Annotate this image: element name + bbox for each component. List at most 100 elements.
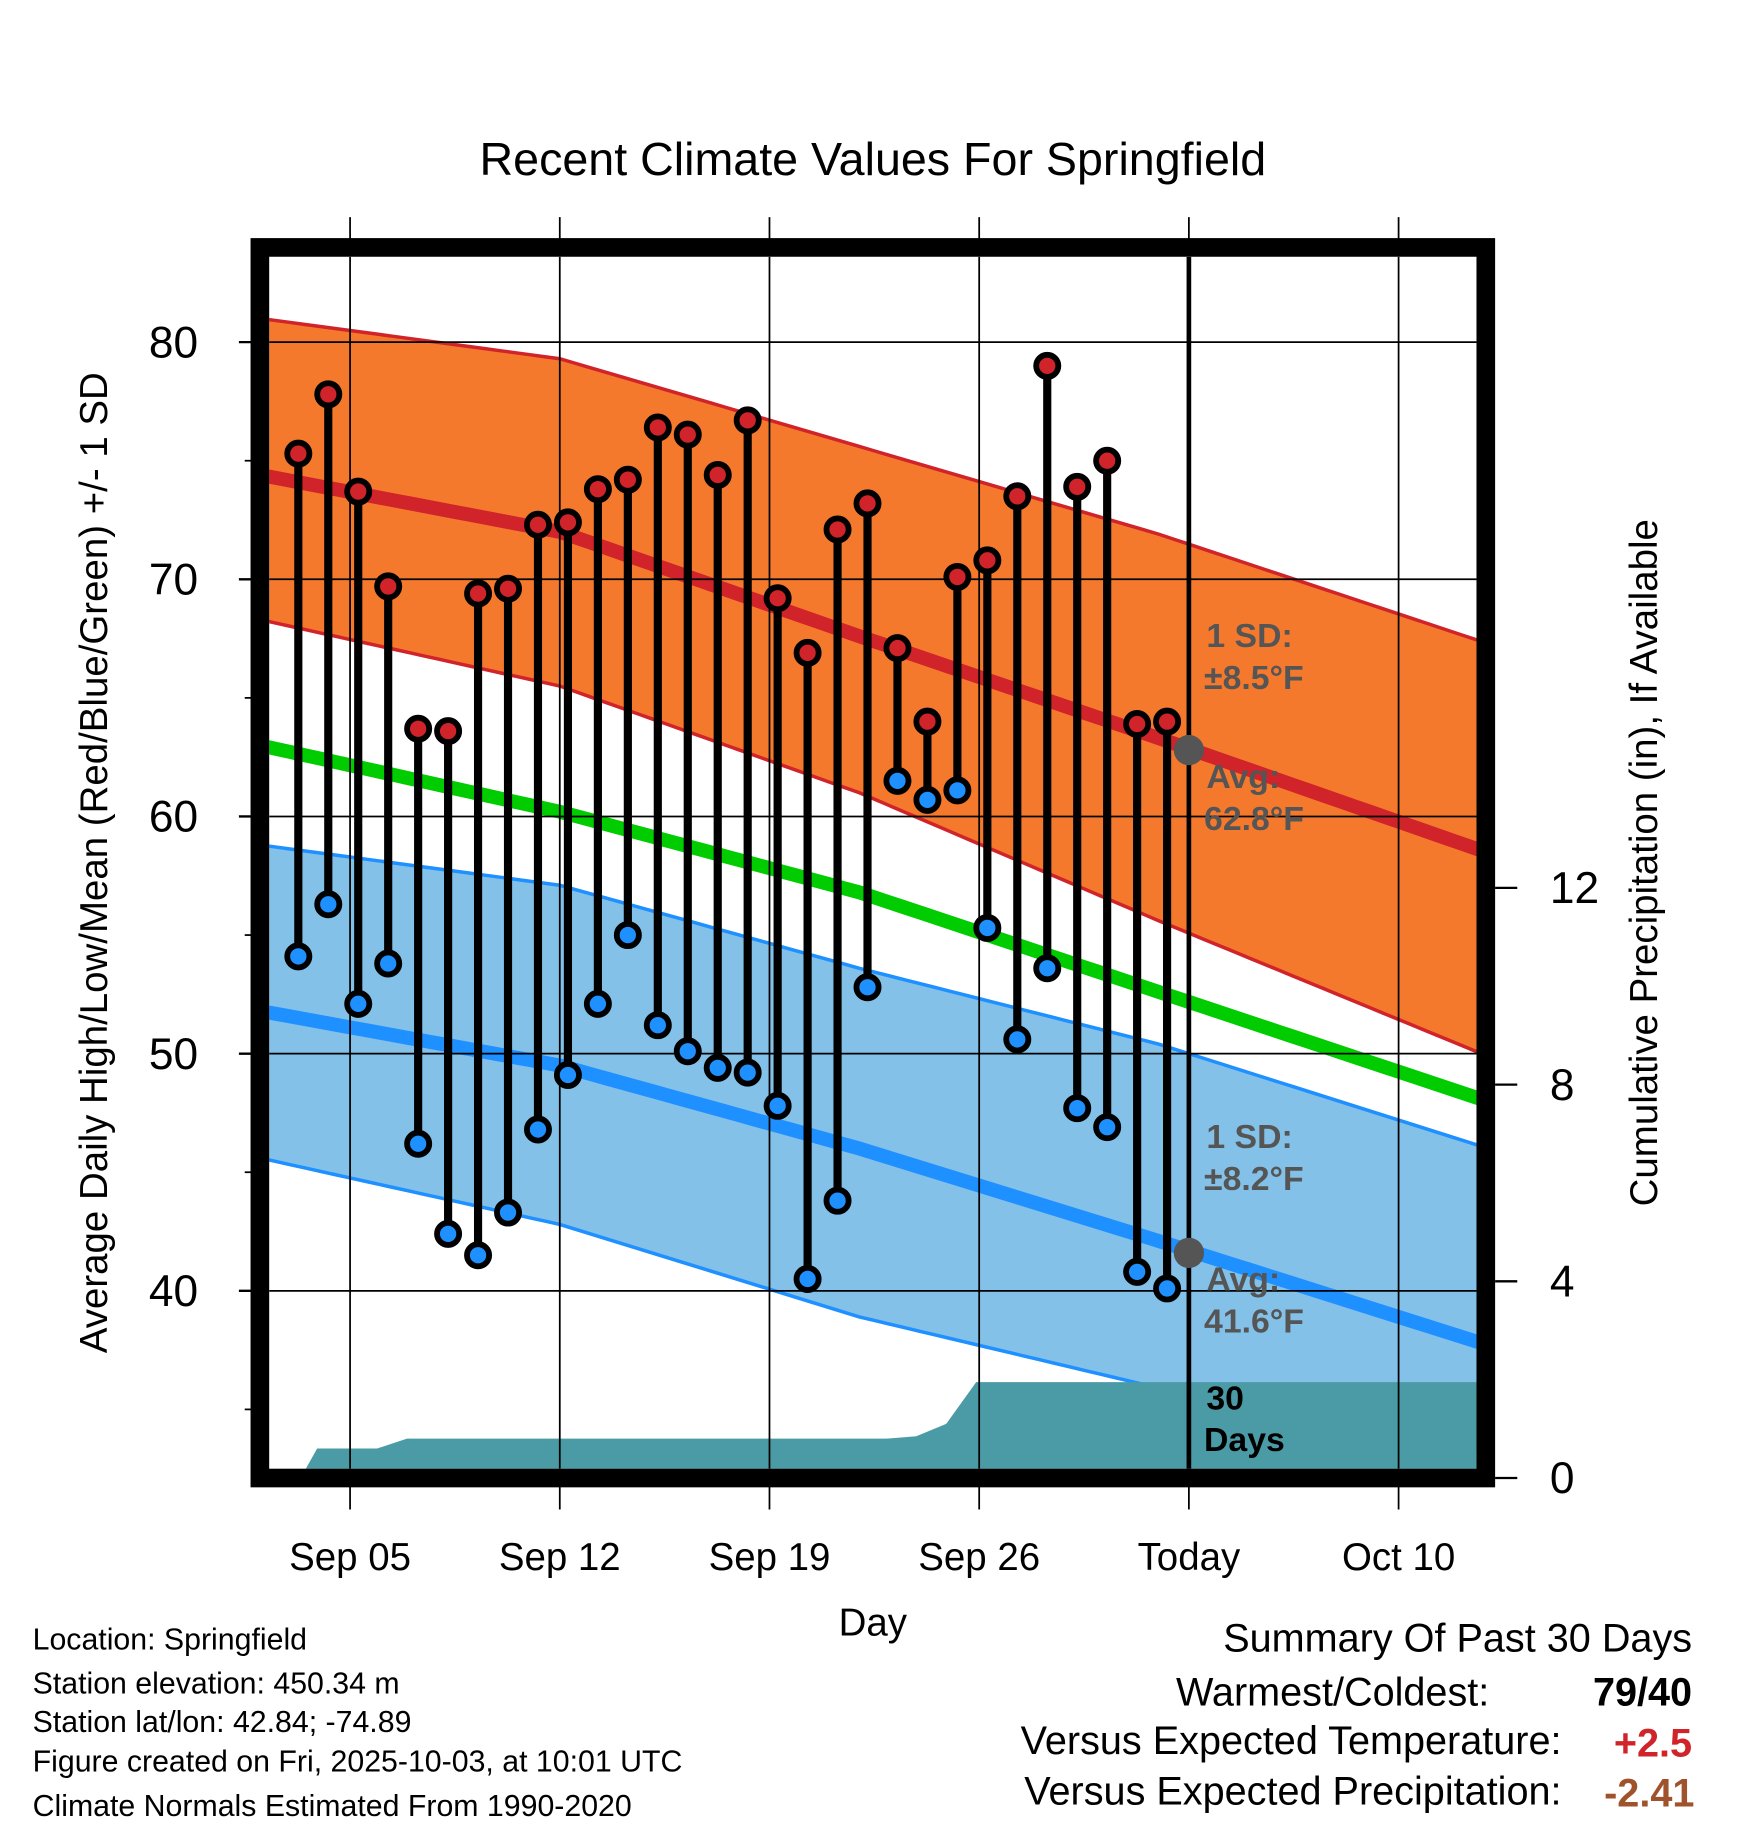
low-point [434, 1219, 463, 1248]
summary-temp-value: +2.5 [1614, 1722, 1692, 1766]
high-point [943, 562, 972, 591]
high-point [823, 515, 852, 544]
y-tick-label: 70 [149, 555, 198, 604]
high-point [523, 510, 552, 539]
today-low-avg-marker [1173, 1237, 1205, 1269]
high-point [314, 380, 343, 409]
low-point [793, 1264, 822, 1293]
info-created: Figure created on Fri, 2025-10-03, at 10… [33, 1746, 683, 1779]
low-point [284, 942, 313, 971]
low-point [913, 785, 942, 814]
high-sd-band [269, 319, 1477, 1052]
y2-axis-label: Cumulative Precipitation (in), If Availa… [1623, 519, 1666, 1206]
high-avg-annotation-line1: Avg: [1206, 758, 1280, 796]
precip-days-annotation-line2: Days [1204, 1421, 1285, 1459]
low-point [553, 1061, 582, 1089]
high-point [1063, 472, 1092, 501]
low-point [404, 1129, 433, 1158]
low-point [1063, 1094, 1092, 1123]
low-point [1123, 1257, 1152, 1286]
plot-frame [250, 238, 1496, 1488]
high-point [404, 714, 433, 743]
low-point [733, 1058, 762, 1087]
info-elevation: Station elevation: 450.34 m [33, 1668, 400, 1701]
summary-temp-label: Versus Expected Temperature: [1021, 1719, 1562, 1763]
high-point [284, 439, 313, 468]
high-point [883, 634, 912, 663]
info-normals: Climate Normals Estimated From 1990-2020 [33, 1790, 632, 1823]
high-point [464, 579, 493, 608]
low-point [464, 1241, 493, 1270]
x-axis-label: Day [839, 1601, 908, 1644]
low-point [763, 1091, 792, 1120]
low-point [943, 776, 972, 805]
high-point [344, 477, 373, 506]
y-axis-label: Average Daily High/Low/Mean (Red/Blue/Gr… [73, 372, 116, 1353]
summary-warmest-label: Warmest/Coldest: [1176, 1670, 1489, 1714]
low-sd-annotation-line2: ±8.2°F [1204, 1160, 1304, 1198]
high-point [763, 584, 792, 613]
y2-tick-label: 4 [1550, 1257, 1575, 1306]
low-point [1033, 954, 1062, 983]
plot-area [269, 256, 1477, 1469]
low-point [583, 989, 612, 1018]
low-point [673, 1037, 702, 1066]
high-avg-annotation-line2: 62.8°F [1204, 800, 1304, 838]
low-avg-annotation-line2: 41.6°F [1204, 1302, 1304, 1340]
y2-tick-label: 12 [1550, 864, 1599, 913]
low-point [643, 1011, 672, 1040]
high-point [613, 465, 642, 494]
high-point [673, 420, 702, 449]
high-point [1123, 709, 1152, 738]
y-tick-label: 80 [149, 318, 198, 367]
low-point [1093, 1113, 1122, 1142]
info-latlon: Station lat/lon: 42.84; -74.89 [33, 1706, 412, 1739]
high-sd-band-lower-edge [269, 619, 1477, 1054]
summary-precip-value: -2.41 [1604, 1772, 1694, 1816]
y-tick-label: 60 [149, 793, 198, 842]
high-point [583, 475, 612, 504]
high-point [973, 546, 1002, 575]
low-sd-annotation-line1: 1 SD: [1206, 1118, 1292, 1156]
low-point [613, 921, 642, 950]
low-point [374, 949, 403, 978]
high-point [434, 717, 463, 746]
x-tick-label: Oct 10 [1342, 1536, 1455, 1579]
high-point [1093, 446, 1122, 475]
low-point [1003, 1025, 1032, 1054]
summary-precip-label: Versus Expected Precipitation: [1024, 1769, 1561, 1813]
high-sd-annotation-line2: ±8.5°F [1204, 659, 1304, 697]
y2-tick-label: 8 [1550, 1061, 1575, 1110]
chart-title: Recent Climate Values For Springfield [479, 133, 1266, 185]
high-point [733, 406, 762, 435]
x-tick-label: Sep 12 [499, 1536, 621, 1579]
x-tick-label: Today [1138, 1536, 1241, 1579]
low-point [973, 913, 1002, 942]
low-avg-annotation-line1: Avg: [1206, 1260, 1280, 1298]
x-tick-label: Sep 05 [289, 1536, 411, 1579]
high-sd-band-upper-edge [269, 317, 1477, 642]
high-point [553, 508, 582, 537]
summary-panel: Summary Of Past 30 Days Warmest/Coldest:… [1021, 1617, 1695, 1816]
high-sd-annotation-line1: 1 SD: [1206, 617, 1292, 655]
low-point [703, 1053, 732, 1082]
high-point [1033, 351, 1062, 380]
low-point [883, 766, 912, 795]
y2-tick-label: 0 [1550, 1454, 1575, 1503]
today-high-avg-marker [1173, 734, 1205, 766]
cumulative-precip-area [305, 1382, 1477, 1469]
y-tick-label: 40 [149, 1267, 198, 1316]
high-point [1153, 707, 1182, 736]
x-tick-label: Sep 19 [709, 1536, 831, 1579]
summary-title: Summary Of Past 30 Days [1223, 1617, 1692, 1661]
info-location: Location: Springfield [33, 1623, 307, 1656]
low-point [523, 1115, 552, 1144]
high-point [793, 638, 822, 667]
precip-days-annotation-line1: 30 [1206, 1379, 1244, 1417]
low-point [823, 1186, 852, 1215]
high-point [374, 572, 403, 601]
summary-warmest-value: 79/40 [1593, 1670, 1692, 1714]
low-point [494, 1198, 523, 1227]
